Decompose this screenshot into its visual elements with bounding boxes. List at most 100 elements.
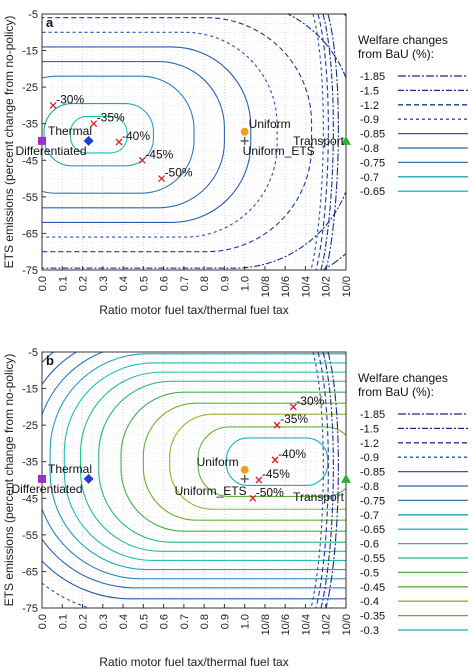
legend-label: -0.9 [360, 452, 379, 464]
circle-marker [240, 127, 249, 136]
x-tick-label: 0.5 [138, 614, 150, 629]
contour-line [79, 371, 346, 552]
y-tick-label: -25 [22, 420, 38, 432]
reduction-marker [255, 476, 263, 484]
legend-title: from BaU (%): [358, 385, 434, 399]
reduction-marker [271, 456, 279, 464]
reduction-x [90, 120, 98, 128]
policy-label: Transport [293, 490, 345, 504]
policy-marker [341, 473, 351, 483]
reduction-marker [115, 138, 123, 146]
x-tick-label: 10/2 [321, 614, 333, 635]
contour-line [120, 391, 346, 532]
y-axis-label: ETS emissions (percent change from no-po… [2, 354, 16, 607]
contour-line-edge [315, 14, 329, 270]
reduction-label: -35% [97, 111, 125, 125]
contour-line [42, 46, 252, 223]
reduction-marker [138, 156, 146, 164]
legend-title: from BaU (%): [358, 47, 434, 61]
policy-label: Uniform_ETS [175, 484, 247, 498]
x-tick-label: 1.0 [240, 276, 252, 291]
legend-label: -1.85 [360, 409, 385, 421]
contour-line [98, 380, 346, 543]
x-tick-label: 0.8 [199, 276, 211, 291]
policy-label: Uniform [197, 455, 239, 469]
policy-marker [240, 465, 249, 474]
x-tick-label: 0.8 [199, 614, 211, 629]
reduction-x [289, 403, 297, 411]
triangle-marker [341, 135, 351, 145]
legend-label: -0.7 [360, 510, 379, 522]
legend-label: -0.5 [360, 567, 379, 579]
contours [42, 14, 346, 270]
policy-marker [240, 474, 249, 483]
policy-label: Differentiated [11, 482, 82, 496]
x-tick-label: 10/8 [260, 276, 272, 297]
policy-marker [240, 136, 249, 145]
reduction-label: -50% [165, 166, 193, 180]
diamond-marker [83, 135, 94, 146]
legend-label: -0.45 [360, 582, 385, 594]
reduction-marker [90, 120, 98, 128]
y-tick-label: -15 [22, 384, 38, 396]
policy-marker [240, 127, 249, 136]
legend-title: Welfare changes [358, 33, 448, 47]
x-tick-label: 10/6 [280, 276, 292, 297]
x-axis-label: Ratio motor fuel tax/thermal fuel tax [99, 655, 288, 668]
contour-line [42, 14, 346, 269]
y-tick-label: -25 [22, 82, 38, 94]
legend-label: -0.4 [360, 596, 379, 608]
chart-panel-b: -5 -15 -25 -35 -45 -55 -65 -750.0 0.1 0.2 0.3 0.4 0.… [2, 347, 468, 668]
reduction-label: -30% [296, 394, 324, 408]
x-tick-label: 0.0 [37, 276, 49, 291]
y-tick-label: -45 [22, 493, 38, 505]
legend-label: -0.6 [360, 539, 379, 551]
legend-label: -1.85 [360, 71, 385, 83]
circle-marker [240, 465, 249, 474]
y-tick-label: -65 [22, 566, 38, 578]
policy-marker [83, 473, 94, 484]
x-tick-label: 0.6 [159, 614, 171, 629]
legend-label: -0.65 [360, 186, 385, 198]
legend-label: -0.85 [360, 129, 385, 141]
y-tick-label: -5 [28, 9, 38, 21]
contour-line [43, 103, 155, 167]
legend-label: -0.75 [360, 157, 385, 169]
panel-label: b [46, 353, 54, 368]
y-tick-label: -65 [22, 228, 38, 240]
legend-label: -1.5 [360, 423, 379, 435]
x-tick-label: 0.4 [118, 276, 130, 291]
x-tick-label: 10/8 [260, 614, 272, 635]
contour-line-edge [315, 352, 329, 608]
reduction-label: -35% [280, 412, 308, 426]
diamond-marker [83, 473, 94, 484]
x-axis-label: Ratio motor fuel tax/thermal fuel tax [99, 303, 288, 317]
x-tick-label: 0.3 [98, 614, 110, 629]
contour-line [42, 17, 313, 253]
x-tick-label: 10/6 [280, 614, 292, 635]
x-tick-label: 0.1 [57, 614, 69, 629]
legend-label: -0.75 [360, 495, 385, 507]
y-axis-label: ETS emissions (percent change from no-po… [2, 16, 16, 269]
contour-line [49, 353, 346, 571]
x-tick-label: 0.9 [219, 276, 231, 291]
reduction-x [271, 456, 279, 464]
x-tick-label: 10/4 [300, 276, 312, 297]
x-tick-label: 0.5 [138, 276, 150, 291]
x-tick-label: 0.3 [98, 276, 110, 291]
reduction-x [138, 156, 146, 164]
contour-line [42, 352, 346, 600]
contour-line [63, 362, 346, 561]
chart-panel-a: -5 -15 -25 -35 -45 -55 -65 -750.0 0.1 0.2 0.3 0.4 0.… [2, 9, 468, 317]
x-tick-label: 0.7 [179, 614, 191, 629]
y-tick-label: -75 [22, 265, 38, 277]
policy-label: Differentiated [15, 144, 86, 158]
reduction-x [273, 421, 281, 429]
grid [41, 13, 347, 271]
reduction-marker [49, 101, 57, 109]
contour-line [42, 352, 346, 589]
y-tick-label: -35 [22, 119, 38, 131]
reduction-x [158, 175, 166, 183]
y-tick-label: -35 [22, 457, 38, 469]
